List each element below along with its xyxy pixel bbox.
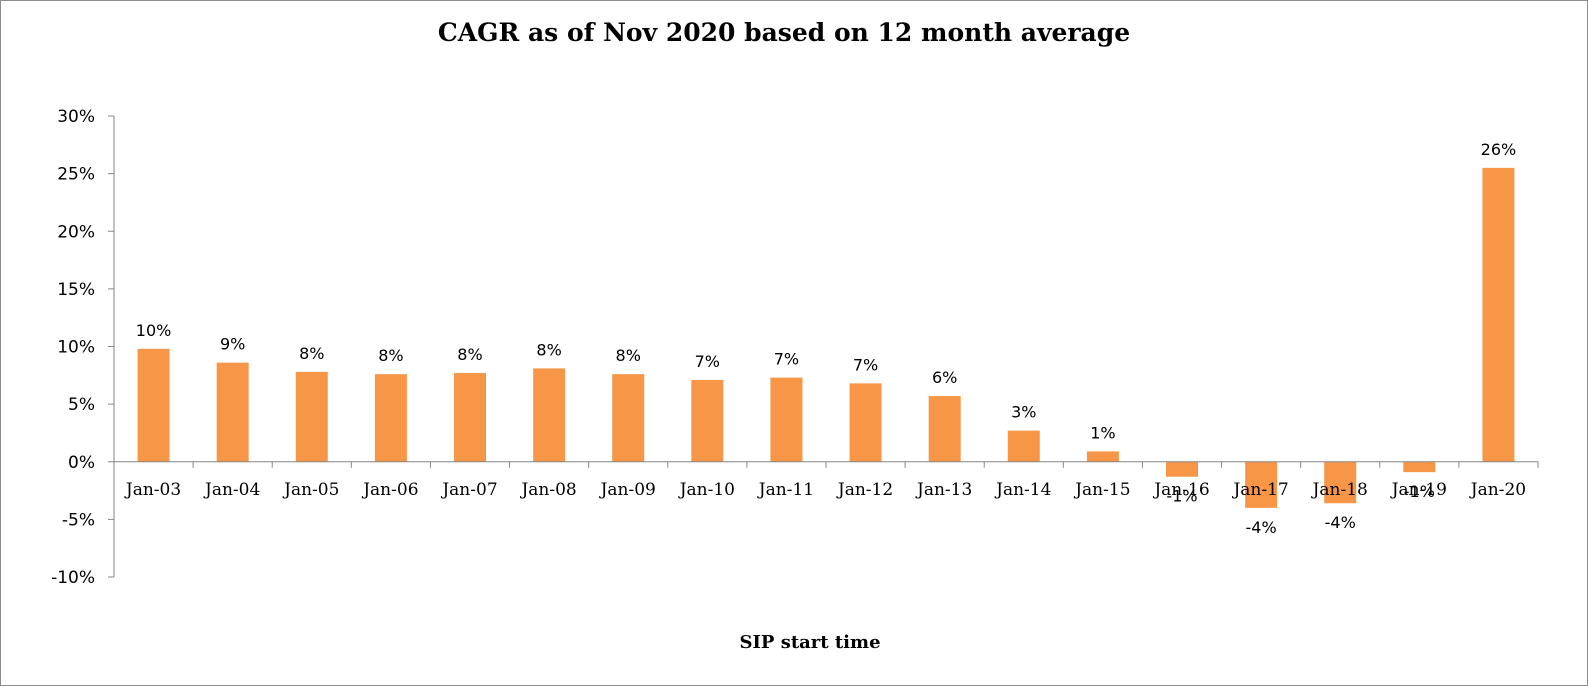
data-label: 10% — [136, 321, 172, 340]
x-tick-label: Jan-16 — [1152, 480, 1209, 500]
x-tick-label: Jan-11 — [757, 480, 814, 500]
bar — [1482, 167, 1515, 462]
x-tick-label: Jan-13 — [915, 480, 972, 500]
y-tick-label: 15% — [57, 280, 95, 300]
data-label: 7% — [774, 350, 799, 369]
y-tick-label: -10% — [51, 568, 95, 588]
data-label: 7% — [853, 355, 878, 374]
bar — [849, 383, 882, 462]
y-tick-label: 20% — [57, 222, 95, 242]
x-tick-label: Jan-05 — [282, 480, 339, 500]
bar — [770, 377, 803, 462]
data-label: -4% — [1325, 513, 1356, 532]
bar — [612, 374, 645, 462]
bar — [1324, 461, 1357, 504]
data-label: 1% — [1090, 423, 1115, 442]
bar — [454, 373, 486, 462]
x-axis-label: SIP start time — [739, 632, 881, 653]
data-label: 7% — [695, 352, 720, 371]
x-tick-label: Jan-20 — [1469, 480, 1526, 500]
bar — [1403, 461, 1436, 473]
x-tick-label: Jan-07 — [440, 480, 497, 500]
chart-title: CAGR as of Nov 2020 based on 12 month av… — [437, 18, 1131, 47]
x-tick-label: Jan-03 — [124, 480, 181, 500]
data-label: 8% — [536, 340, 561, 359]
data-label: 8% — [457, 345, 482, 364]
x-tick-label: Jan-12 — [836, 480, 893, 500]
x-tick-label: Jan-18 — [1311, 480, 1368, 500]
x-tick-label: Jan-06 — [361, 480, 418, 500]
bar — [374, 374, 407, 462]
x-tick-label: Jan-04 — [203, 480, 260, 500]
bar — [691, 379, 724, 462]
y-tick-label: 0% — [68, 453, 95, 473]
y-tick-label: 25% — [57, 165, 95, 185]
data-label: 8% — [616, 346, 641, 365]
y-tick-label: -5% — [62, 510, 95, 530]
bar — [295, 371, 328, 462]
bar — [216, 362, 249, 462]
data-label: -1% — [1166, 487, 1197, 506]
x-tick-label: Jan-15 — [1073, 480, 1130, 500]
data-label: 9% — [220, 335, 245, 354]
y-tick-label: 30% — [57, 107, 95, 127]
bar — [137, 348, 170, 462]
bar — [1086, 451, 1119, 462]
data-label: 8% — [299, 344, 324, 363]
x-tick-label: Jan-19 — [1390, 480, 1447, 500]
bar — [1166, 461, 1198, 477]
y-tick-label: 5% — [68, 395, 95, 415]
data-label: 3% — [1011, 403, 1036, 422]
data-label: 6% — [932, 368, 957, 387]
data-label: 26% — [1481, 140, 1517, 159]
x-tick-label: Jan-10 — [678, 480, 735, 500]
data-label: -4% — [1246, 518, 1277, 537]
data-label: 8% — [378, 346, 403, 365]
x-tick-label: Jan-09 — [599, 480, 656, 500]
data-label: -1% — [1404, 482, 1435, 501]
x-tick-label: Jan-17 — [1231, 480, 1288, 500]
bar — [1007, 430, 1040, 462]
bar — [533, 368, 566, 462]
y-tick-label: 10% — [57, 338, 95, 358]
bar — [1245, 461, 1278, 508]
bar — [928, 396, 961, 462]
x-tick-label: Jan-08 — [519, 480, 576, 500]
x-tick-label: Jan-14 — [994, 480, 1051, 500]
